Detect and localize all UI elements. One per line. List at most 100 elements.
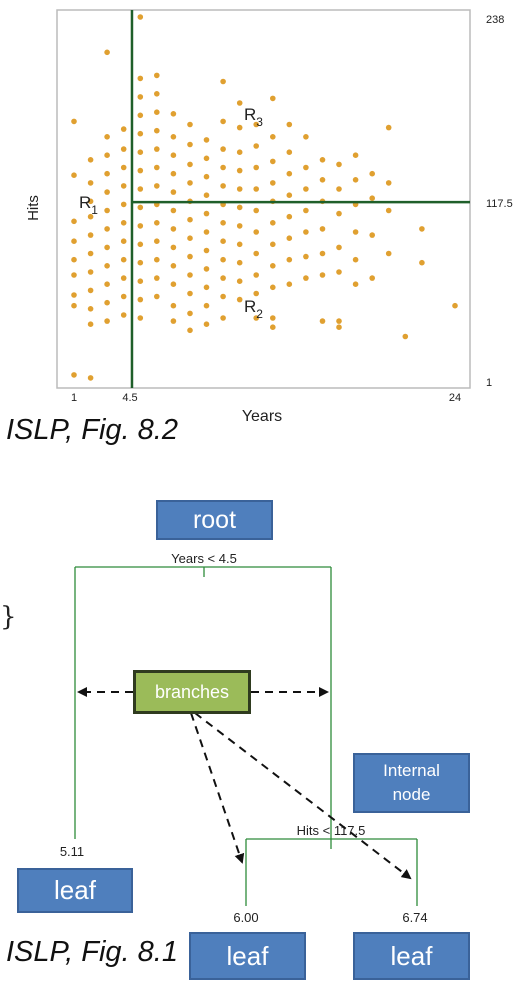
x-tick-1: 1 [71, 392, 77, 404]
scatter-point-68 [154, 256, 160, 263]
branch-arrows [77, 687, 412, 880]
scatter-point-107 [220, 118, 226, 125]
scatter-point-1 [71, 218, 77, 225]
scatter-point-114 [220, 256, 226, 263]
scatter-point-174 [336, 210, 342, 217]
scatter-point-24 [104, 189, 110, 195]
scatter-point-150 [286, 121, 293, 128]
scatter-point-86 [187, 180, 193, 186]
scatter-point-50 [137, 186, 144, 192]
scatter-point-28 [104, 263, 110, 269]
scatter-point-187 [369, 232, 376, 238]
leaf-value-right: 6.74 [402, 910, 427, 925]
scatter-point-33 [120, 146, 127, 152]
scatter-point-7 [71, 118, 77, 125]
scatter-point-112 [220, 220, 226, 226]
scatter-point-78 [170, 244, 177, 251]
scatter-point-148 [270, 315, 276, 321]
scatter-point-92 [187, 290, 193, 297]
scatter-point-120 [236, 149, 243, 155]
scatter-point-64 [154, 183, 160, 189]
scatter-point-195 [419, 259, 425, 266]
scatter-point-196 [452, 302, 458, 309]
scatter-point-31 [104, 318, 110, 324]
scatter-point-62 [154, 146, 160, 152]
scatter-point-97 [203, 173, 210, 180]
scatter-point-179 [352, 152, 359, 158]
scatter-point-164 [303, 275, 309, 281]
scatter-point-139 [270, 95, 276, 102]
scatter-point-194 [419, 226, 425, 232]
scatter-point-147 [270, 284, 276, 291]
scatter-point-186 [369, 195, 376, 201]
scatter-point-96 [203, 155, 210, 162]
scatter-point-154 [286, 213, 293, 220]
scatter-point-54 [137, 259, 144, 266]
y-tick-1: 1 [486, 377, 492, 389]
scatter-point-27 [104, 244, 110, 251]
scatter-point-4 [71, 272, 77, 278]
scatter-point-47 [137, 130, 144, 137]
scatter-point-145 [270, 241, 276, 248]
scatter-point-89 [187, 235, 193, 241]
scatter-point-18 [87, 321, 94, 328]
scatter-point-127 [236, 278, 243, 285]
scatter-point-140 [270, 134, 276, 140]
scatter-point-63 [154, 164, 160, 171]
scatter-point-35 [120, 183, 127, 189]
scatter-point-15 [87, 269, 94, 275]
scatter-point-10 [87, 180, 94, 186]
scatter-point-100 [203, 229, 210, 235]
scatter-point-99 [203, 210, 210, 217]
scatter-point-115 [220, 275, 226, 281]
figure-caption-top: ISLP, Fig. 8.2 [6, 414, 178, 446]
tree-lines [74, 566, 418, 906]
scatter-point-126 [236, 259, 243, 266]
x-tick-4-5: 4.5 [122, 392, 137, 404]
scatter-point-149 [270, 324, 276, 331]
scatter-point-94 [187, 327, 193, 334]
scatter-point-106 [220, 78, 226, 85]
scatter-point-52 [137, 223, 144, 229]
scatter-point-38 [120, 238, 127, 244]
scatter-point-118 [236, 100, 243, 106]
scatter-point-101 [203, 247, 210, 254]
region-label-r2: R2 [244, 297, 263, 321]
scatter-point-49 [137, 167, 144, 174]
scatter-point-105 [203, 321, 210, 328]
scatter-point-40 [120, 275, 127, 281]
scatter-point-3 [71, 256, 77, 263]
scatter-point-173 [336, 186, 342, 192]
scatter-point-48 [137, 149, 144, 155]
scatter-point-43 [137, 14, 144, 20]
scatter-point-45 [137, 94, 144, 100]
scatter-point-16 [87, 287, 94, 294]
scatter-point-109 [220, 164, 226, 171]
scatter-point-85 [187, 161, 193, 168]
scatter-point-82 [170, 318, 177, 324]
scatter-point-175 [336, 244, 342, 251]
scatter-point-73 [170, 152, 177, 158]
scatter-point-5 [71, 292, 77, 298]
scatter-point-34 [120, 164, 127, 171]
arrow-to-middle-leaf [190, 712, 245, 864]
scatter-point-156 [286, 256, 293, 263]
scatter-point-132 [253, 186, 259, 192]
scatter-point-123 [236, 204, 243, 211]
scatter-point-122 [236, 186, 243, 192]
scatter-point-177 [336, 318, 342, 324]
scatter-point-84 [187, 141, 193, 148]
y-axis-label: Hits [25, 195, 42, 221]
scatter-point-144 [270, 220, 276, 226]
y-tick-238: 238 [486, 14, 504, 26]
scatter-point-21 [104, 134, 110, 140]
scatter-point-71 [170, 111, 177, 117]
scatter-point-131 [253, 164, 259, 171]
scatter-point-6 [71, 302, 77, 309]
scatter-point-191 [385, 207, 392, 214]
scatter-point-2 [71, 238, 77, 244]
scatter-point-128 [236, 296, 243, 303]
scatter-point-61 [154, 127, 160, 134]
scatter-point-39 [120, 256, 127, 263]
